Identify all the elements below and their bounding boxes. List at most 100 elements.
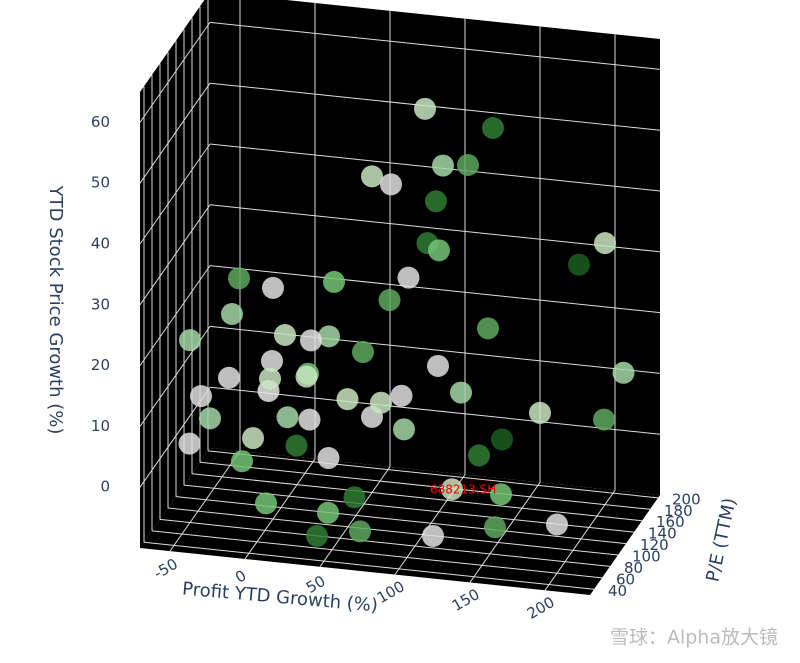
point (450, 381, 472, 404)
grid-line (139, 265, 211, 366)
x-tick-label: -50 (151, 555, 181, 583)
grid-line (207, 450, 659, 499)
y-tick-label: 120 (640, 536, 669, 554)
y-axis-title: P/E (TTM) (702, 496, 740, 584)
point (484, 516, 506, 539)
y-tick-label: 140 (648, 525, 677, 543)
x-axis-title: Profit YTD Growth (%) (181, 578, 378, 616)
grid-line (139, 22, 211, 123)
point (361, 165, 383, 188)
point (285, 434, 308, 457)
point (274, 324, 296, 347)
grid-line (209, 21, 661, 70)
point (432, 154, 454, 177)
z-axis-title: YTD Stock Price Growth (%) (45, 185, 66, 435)
point (397, 266, 420, 289)
point (422, 524, 444, 547)
point (482, 116, 504, 139)
point (179, 329, 201, 352)
grid-line (544, 490, 616, 591)
point (190, 385, 212, 408)
y-tick-label: 80 (624, 559, 643, 577)
point (378, 289, 401, 312)
point (228, 267, 250, 290)
point (593, 408, 615, 431)
grid-line (159, 518, 611, 567)
z-tick-label: 30 (91, 295, 110, 313)
point (261, 349, 283, 372)
point (568, 253, 590, 276)
y-tick-label: 40 (608, 582, 627, 600)
point (218, 366, 240, 389)
point (441, 478, 463, 501)
point (427, 354, 449, 377)
point (612, 361, 635, 384)
point (306, 524, 328, 547)
point (255, 492, 277, 515)
grid-line (169, 450, 241, 552)
point (317, 447, 340, 470)
point (199, 407, 221, 430)
y-tick-label: 180 (664, 502, 693, 520)
point (276, 406, 299, 429)
point (317, 501, 339, 524)
z-tick-label: 60 (91, 113, 110, 131)
grid-line (244, 458, 316, 560)
z-tick-label: 0 (100, 478, 110, 496)
point (370, 391, 392, 414)
z-tick-label: 50 (91, 174, 110, 192)
point (242, 427, 264, 450)
point (178, 432, 201, 455)
point (380, 173, 402, 196)
point (390, 384, 413, 407)
y-tick-label: 160 (656, 513, 685, 531)
y-tick-label: 200 (672, 490, 701, 508)
point (428, 239, 450, 262)
point (318, 325, 340, 348)
grid-line (151, 530, 603, 579)
grid-line (191, 473, 643, 522)
grid-line (469, 482, 541, 583)
point (298, 408, 321, 431)
point (546, 513, 568, 536)
z-tick-label: 10 (91, 417, 110, 435)
point (594, 232, 616, 255)
point (221, 302, 243, 325)
y-tick-label: 100 (632, 548, 661, 566)
grid-line (209, 204, 661, 253)
annotation: 688213.SH (430, 483, 496, 497)
grid-line (139, 143, 211, 245)
grid-line (139, 82, 211, 184)
z-tick-label: 20 (91, 356, 110, 374)
point (425, 190, 447, 213)
point (491, 428, 513, 451)
point (323, 270, 345, 293)
point (295, 365, 318, 388)
point (259, 367, 281, 390)
point (477, 317, 499, 340)
point (349, 520, 371, 543)
grid-line (167, 507, 619, 556)
z-tick-label: 40 (91, 235, 110, 253)
grid-line (143, 541, 595, 590)
y-tick-label: 60 (616, 570, 635, 588)
grid-line (209, 265, 661, 314)
grid-line (139, 204, 211, 306)
point (457, 154, 479, 177)
point (343, 486, 366, 509)
grid-line (175, 496, 627, 545)
point (529, 401, 551, 424)
point (393, 418, 415, 441)
grid-line (319, 466, 391, 568)
grid-line (209, 386, 661, 435)
point (490, 483, 512, 506)
x-tick-label: 200 (524, 593, 558, 623)
point (414, 97, 436, 120)
point (262, 276, 284, 299)
point (468, 444, 490, 467)
point (231, 450, 253, 473)
x-tick-label: 100 (374, 577, 408, 607)
